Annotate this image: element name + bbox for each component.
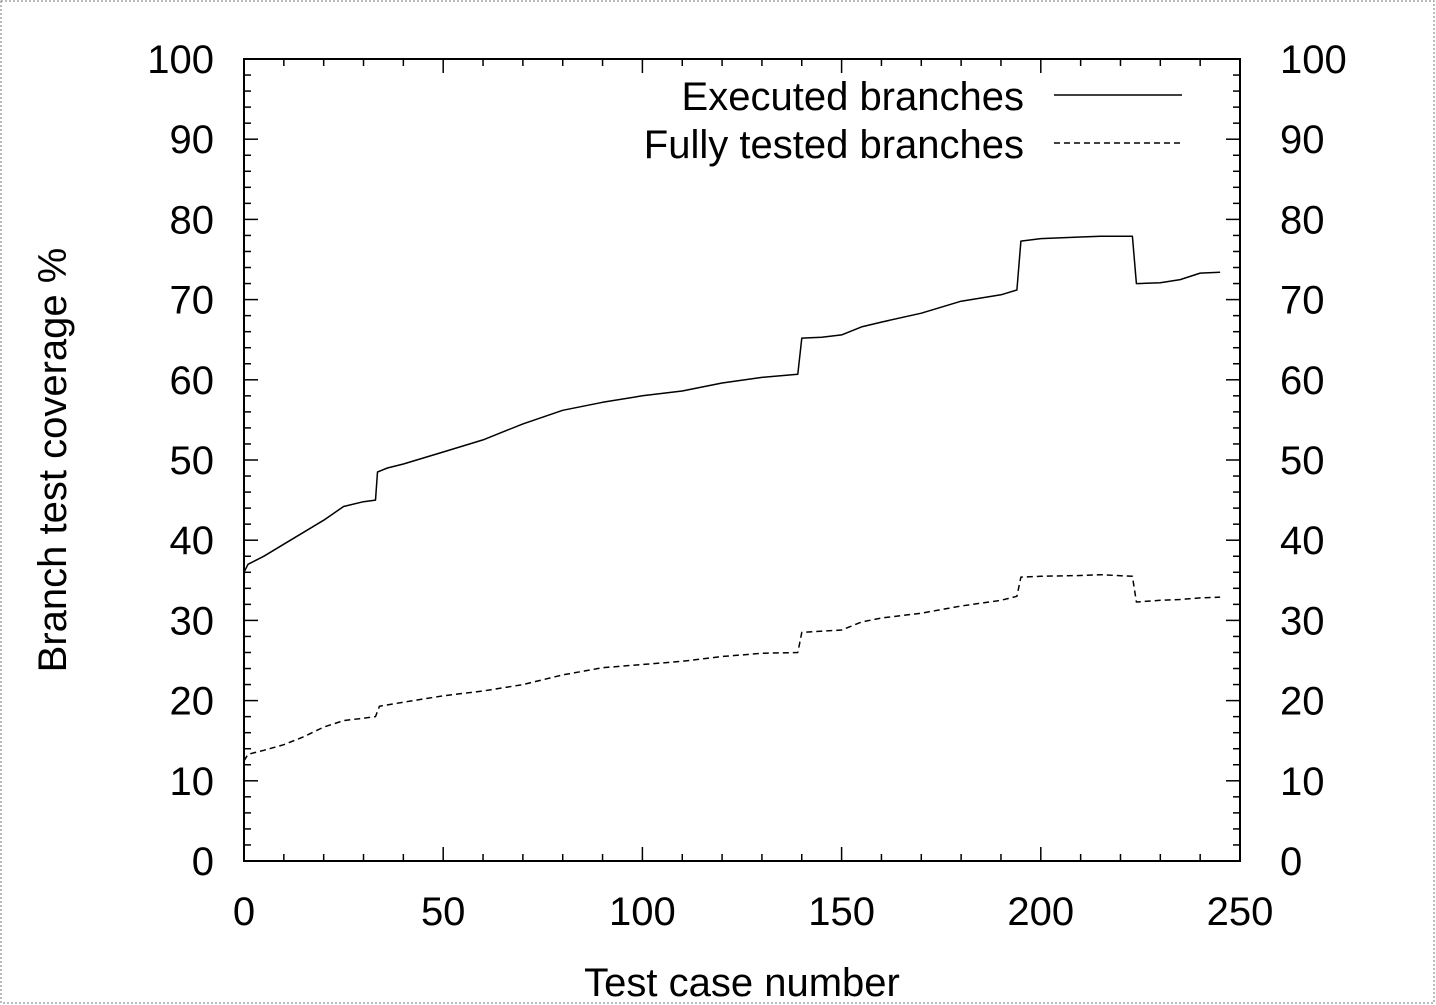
x-tick-label: 50 bbox=[421, 890, 466, 934]
legend-label-executed-branches: Executed branches bbox=[682, 75, 1024, 119]
y-axis-label: Branch test coverage % bbox=[31, 248, 75, 673]
y-tick-label-right: 0 bbox=[1280, 840, 1302, 884]
y-tick-label: 30 bbox=[170, 599, 215, 643]
y-tick-label: 80 bbox=[170, 198, 215, 242]
y-tick-label-right: 100 bbox=[1280, 38, 1347, 82]
y-tick-label-right: 20 bbox=[1280, 680, 1325, 724]
y-tick-label: 10 bbox=[170, 760, 215, 804]
x-tick-label: 250 bbox=[1207, 890, 1274, 934]
x-tick-label: 0 bbox=[233, 890, 255, 934]
plot-area-border bbox=[243, 58, 1241, 862]
y-tick-label: 60 bbox=[170, 359, 215, 403]
y-tick-label-right: 30 bbox=[1280, 599, 1325, 643]
x-axis-label: Test case number bbox=[584, 961, 900, 1005]
y-tick-label-right: 60 bbox=[1280, 359, 1325, 403]
y-tick-label: 90 bbox=[170, 118, 215, 162]
y-tick-label-right: 50 bbox=[1280, 439, 1325, 483]
y-tick-label-right: 90 bbox=[1280, 118, 1325, 162]
x-tick-label: 100 bbox=[609, 890, 676, 934]
series-line-fully-tested-branches bbox=[243, 573, 1221, 762]
x-tick-label: 150 bbox=[808, 890, 875, 934]
y-tick-label-right: 40 bbox=[1280, 519, 1325, 563]
y-tick-label-right: 10 bbox=[1280, 760, 1325, 804]
y-tick-label: 70 bbox=[170, 279, 215, 323]
series-line-executed-branches bbox=[243, 235, 1221, 573]
y-tick-label-right: 80 bbox=[1280, 198, 1325, 242]
y-tick-label: 50 bbox=[170, 439, 215, 483]
series-lines bbox=[243, 235, 1221, 762]
y-tick-label: 40 bbox=[170, 519, 215, 563]
y-tick-label: 100 bbox=[147, 38, 214, 82]
legend: Executed branches Fully tested branches bbox=[644, 75, 1182, 167]
axes bbox=[243, 58, 1241, 862]
y-tick-label-right: 70 bbox=[1280, 279, 1325, 323]
x-tick-label: 200 bbox=[1007, 890, 1074, 934]
legend-label-fully-tested-branches: Fully tested branches bbox=[644, 123, 1024, 167]
y-tick-label: 20 bbox=[170, 680, 215, 724]
y-tick-label: 0 bbox=[192, 840, 214, 884]
